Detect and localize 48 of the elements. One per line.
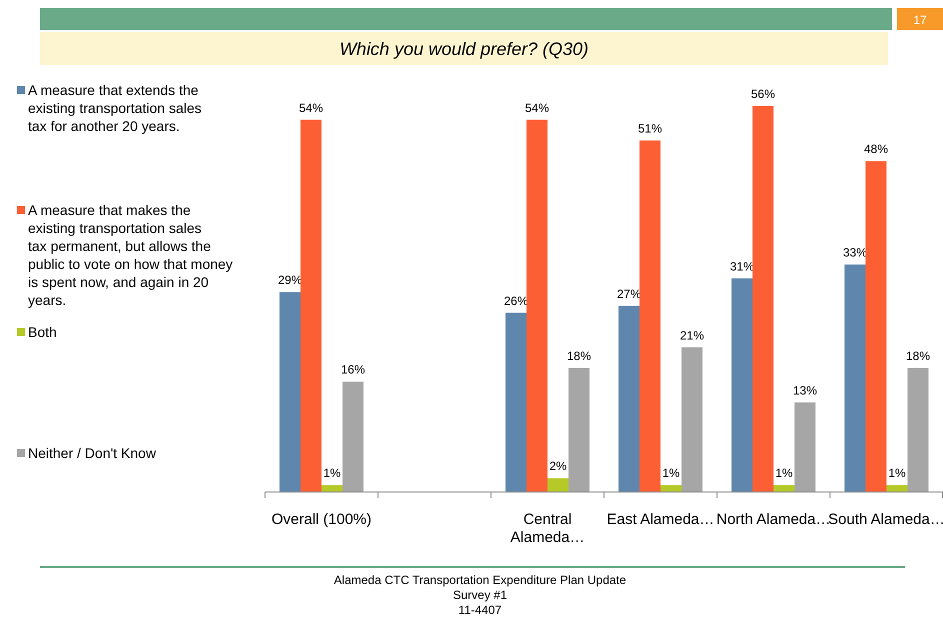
bar [526, 120, 548, 492]
bar [732, 278, 752, 492]
bar [660, 485, 682, 492]
data-label: 54% [524, 100, 550, 115]
bar [682, 347, 702, 492]
data-label: 54% [298, 100, 324, 115]
chart-title: Which you would prefer? (Q30) [339, 39, 589, 59]
data-label: 16% [340, 362, 366, 377]
bar [548, 478, 568, 492]
bar [618, 306, 640, 492]
x-tick-label: South Alameda… [828, 511, 943, 528]
bar [322, 485, 342, 492]
bar [886, 485, 908, 492]
bar [300, 120, 322, 492]
bar [908, 368, 928, 492]
data-label: 18% [566, 348, 592, 363]
x-tick-label: Central Alameda… [510, 511, 585, 546]
data-label: 2% [549, 459, 567, 474]
data-label: 56% [750, 87, 776, 101]
data-label: 13% [792, 383, 818, 398]
legend-label: A measure that extends the existing transportation sales tax for another 20 years. [28, 82, 202, 134]
text: Survey #1 [452, 588, 508, 602]
text: Alameda CTC Transportation Expenditure Plan Update [334, 573, 626, 587]
bar [866, 161, 886, 492]
data-label: 1% [662, 466, 680, 480]
bar [640, 140, 660, 492]
bar [774, 485, 794, 492]
x-tick-label: East Alameda… [606, 511, 714, 528]
x-tick-label: Overall (100%) [271, 511, 372, 528]
bar [752, 106, 774, 492]
legend-label: Neither / Don't Know [28, 445, 157, 461]
text: 17 [913, 13, 927, 27]
legend-label: Both [28, 324, 57, 340]
bar [506, 312, 526, 492]
data-label: 51% [638, 121, 662, 136]
data-label: 21% [680, 328, 704, 342]
data-label: 1% [323, 466, 341, 480]
bar [844, 264, 866, 492]
data-label: 18% [906, 348, 930, 363]
bar [794, 402, 816, 492]
legend-label: A measure that makes the existing transportation sales tax permanent, but allows the public to vote on how that money is spent now, and again in 20 years. [28, 202, 233, 308]
data-label: 1% [888, 466, 906, 480]
bar [568, 368, 590, 492]
bar [280, 292, 300, 492]
bar [342, 382, 364, 492]
data-label: 1% [775, 466, 793, 480]
data-label: 48% [864, 142, 888, 156]
text: 11-4407 [458, 603, 502, 617]
